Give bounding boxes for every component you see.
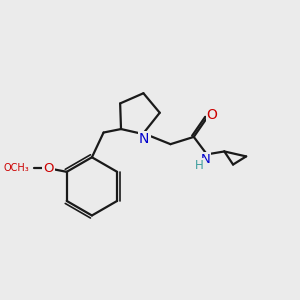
Text: OCH₃: OCH₃ bbox=[3, 163, 29, 173]
Text: N: N bbox=[200, 153, 210, 166]
Text: O: O bbox=[207, 108, 218, 122]
Text: N: N bbox=[139, 132, 149, 146]
Text: O: O bbox=[43, 161, 54, 175]
Text: H: H bbox=[195, 159, 204, 172]
